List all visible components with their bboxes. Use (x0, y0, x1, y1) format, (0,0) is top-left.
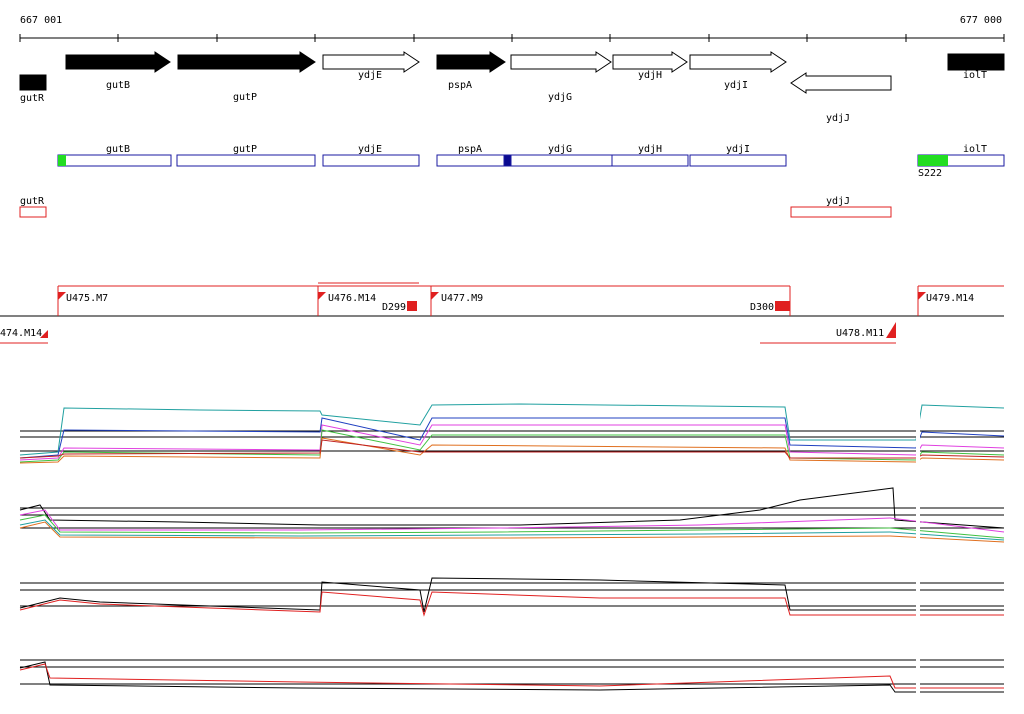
transcript-label: S222 (918, 168, 942, 179)
segment-label: D299 (382, 302, 406, 313)
ruler (19, 34, 1005, 42)
gene-label: gutB (106, 80, 130, 91)
transcript-label: iolT (963, 144, 987, 155)
segment-track (0, 282, 1004, 344)
gene-label: ydjG (548, 92, 572, 103)
transcript-label: ydjE (358, 144, 382, 155)
transcript-label: gutB (106, 144, 130, 155)
expression-panels (19, 400, 1005, 700)
gene-label: gutP (233, 92, 257, 103)
segment-label: U478.M11 (836, 328, 884, 339)
gene-label: gutR (20, 93, 45, 104)
segment-label: 474.M14 (0, 328, 42, 339)
gene-label: iolT (963, 70, 987, 81)
segment-label: U476.M14 (328, 293, 376, 304)
transcript-label: gutP (233, 144, 257, 155)
transcript-label: ydjI (726, 144, 750, 155)
gene-arrows (19, 51, 1005, 94)
segment-label: U477.M9 (441, 293, 483, 304)
transcript-label: ydjG (548, 144, 572, 155)
scale-start: 667 001 (20, 15, 62, 26)
transcript-label: ydjH (638, 144, 662, 155)
segment-label: U479.M14 (926, 293, 974, 304)
gene-label: ydjE (358, 70, 382, 81)
gene-label: ydjI (724, 80, 748, 91)
scale-end: 677 000 (960, 15, 1002, 26)
gene-label: ydjJ (826, 113, 850, 124)
antisense-boxes (19, 206, 892, 218)
transcript-boxes (57, 154, 1005, 167)
segment-label: D300 (750, 302, 774, 313)
segment-label: U475.M7 (66, 293, 108, 304)
antisense-label: ydjJ (826, 196, 850, 207)
gene-label: pspA (448, 80, 472, 91)
transcript-label: pspA (458, 144, 482, 155)
antisense-label: gutR (20, 196, 45, 207)
gene-label: ydjH (638, 70, 662, 81)
